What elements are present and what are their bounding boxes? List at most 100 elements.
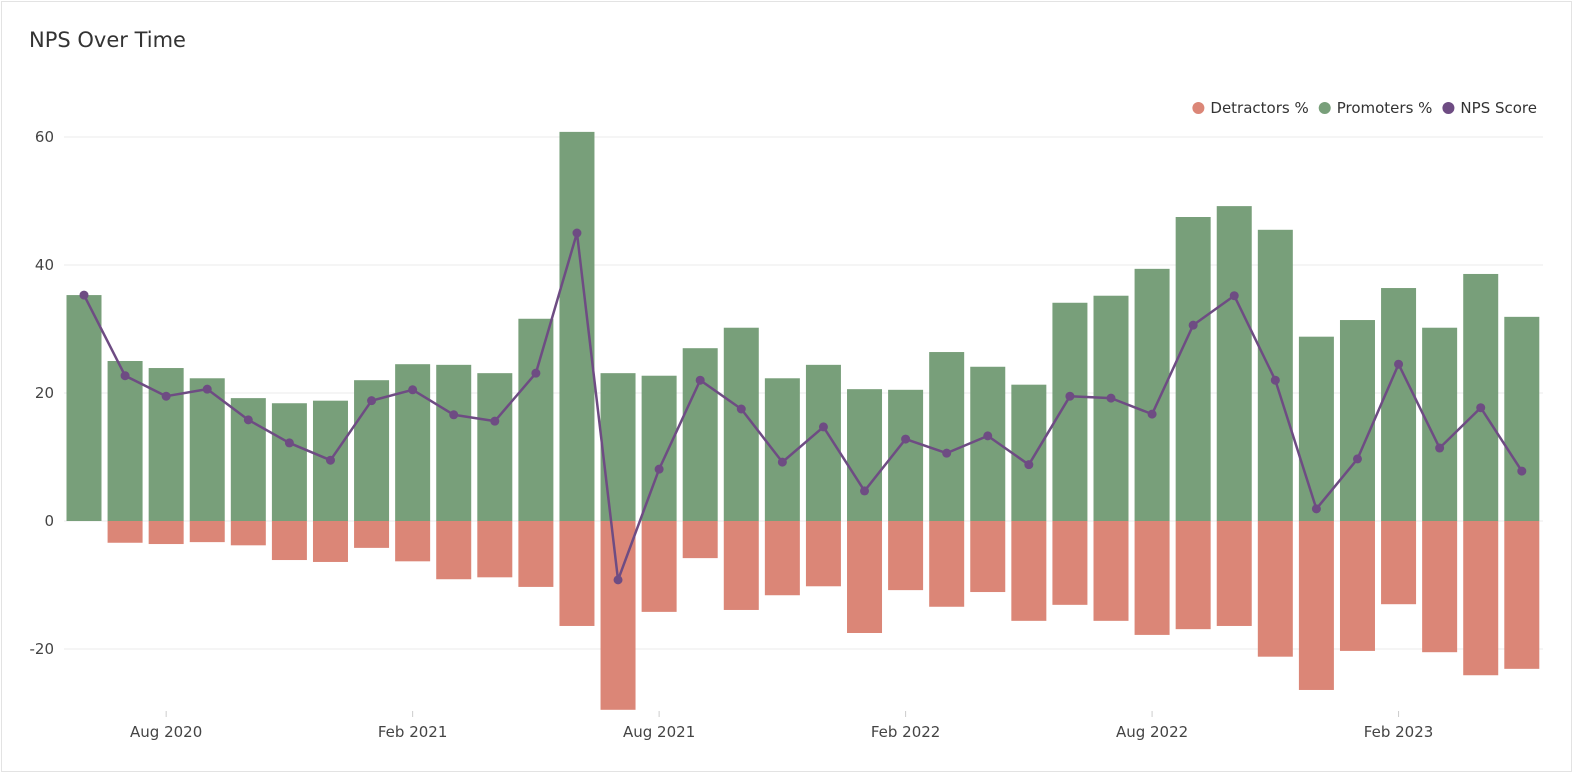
nps-score-point: [449, 410, 459, 420]
nps-score-point: [1065, 391, 1075, 401]
nps-score-point: [860, 486, 870, 496]
detractors-bar: [354, 521, 390, 548]
nps-score-line: [82, 231, 1523, 582]
detractors-bar: [312, 521, 348, 562]
detractors-bar: [395, 521, 431, 562]
detractors-bar: [436, 521, 472, 580]
promoters-bar: [107, 361, 143, 521]
nps-score-point: [1476, 403, 1486, 413]
nps-score-point: [1352, 454, 1362, 464]
nps-score-point: [942, 448, 952, 458]
detractors-bar: [1504, 521, 1540, 669]
detractors-bar: [271, 521, 307, 561]
nps-score-point: [1147, 409, 1157, 419]
detractors-bar: [1298, 521, 1334, 690]
nps-score-point: [490, 416, 500, 426]
promoters-bar: [1093, 295, 1129, 521]
nps-score-point: [531, 368, 541, 378]
x-tick-label: Feb 2023: [1364, 723, 1434, 741]
nps-score-point: [161, 391, 171, 401]
nps-score-point: [284, 438, 294, 448]
detractors-bar: [1422, 521, 1458, 653]
detractors-bar: [805, 521, 841, 587]
detractors-bar: [559, 521, 595, 626]
legend-marker-icon: [1192, 102, 1205, 114]
promoters-bar: [1381, 288, 1417, 521]
promoters-bar: [1298, 336, 1334, 521]
detractors-bar: [107, 521, 143, 543]
detractors-bar: [189, 521, 225, 543]
promoters-bar: [764, 378, 800, 521]
chart-title: NPS Over Time: [29, 28, 186, 52]
x-tick-label: Aug 2021: [623, 723, 695, 741]
detractors-bar: [230, 521, 266, 546]
x-tick-label: Aug 2020: [130, 723, 202, 741]
detractors-bar: [518, 521, 554, 587]
nps-score-point: [818, 422, 828, 432]
detractors-bar: [148, 521, 184, 545]
y-tick-label: -20: [30, 640, 55, 658]
detractors-bar: [1052, 521, 1088, 605]
nps-score-point: [736, 404, 746, 414]
legend: NPS Score Promoters % Detractors %: [1192, 99, 1537, 117]
detractors-bar: [970, 521, 1006, 593]
promoters-bar: [1011, 384, 1047, 521]
nps-score-point: [408, 385, 418, 395]
detractors-bar: [1463, 521, 1499, 676]
detractors-bar: [1093, 521, 1129, 621]
legend-marker-icon: [1442, 102, 1455, 114]
detractors-bar: [929, 521, 965, 607]
detractors-bar: [1257, 521, 1293, 657]
nps-score-point: [572, 228, 582, 238]
y-tick-label: 0: [44, 512, 54, 530]
promoters-bar: [929, 352, 965, 521]
promoters-bar: [1052, 302, 1088, 521]
promoters-bar: [1216, 206, 1252, 521]
detractors-bar: [1216, 521, 1252, 626]
promoters-bar: [66, 295, 102, 521]
x-tick-label: Aug 2022: [1116, 723, 1188, 741]
x-tick-label: Feb 2021: [378, 723, 448, 741]
nps-score-point: [1270, 375, 1280, 385]
detractors-bar: [1134, 521, 1170, 635]
nps-score-point: [1394, 359, 1404, 369]
nps-score-point: [777, 457, 787, 467]
promoters-bar: [682, 348, 718, 521]
legend-marker-icon: [1318, 102, 1331, 114]
promoters-bar: [477, 373, 513, 521]
detractors-bar: [1011, 521, 1047, 621]
promoters-bar: [1175, 217, 1211, 521]
promoters-bar: [1257, 229, 1293, 522]
promoters-bar: [805, 364, 841, 521]
y-tick-label: 60: [35, 128, 54, 146]
nps-score-point: [120, 371, 130, 381]
promoters-bar: [600, 373, 636, 521]
nps-score-point: [243, 415, 253, 425]
promoters-bar: [847, 389, 883, 521]
nps-score-point: [1188, 320, 1198, 330]
promoters-bar: [436, 364, 472, 521]
promoters-bar: [271, 403, 307, 521]
detractors-bar: [847, 521, 883, 633]
nps-score-point: [367, 396, 377, 406]
detractors-bar: [600, 521, 636, 710]
nps-score-point: [983, 431, 993, 441]
nps-score-point: [79, 290, 89, 300]
detractors-bar: [888, 521, 924, 591]
promoters-bar: [189, 378, 225, 521]
x-tick-label: Feb 2022: [871, 723, 941, 741]
nps-score-point: [613, 575, 623, 585]
promoters-bar: [1134, 268, 1170, 521]
y-tick-label: 20: [35, 384, 54, 402]
promoters-bar: [518, 318, 554, 521]
nps-score-point: [202, 384, 212, 394]
nps-score-point: [1435, 443, 1445, 453]
nps-score-point: [1106, 393, 1116, 403]
legend-label: Promoters %: [1337, 99, 1433, 117]
nps-score-point: [1517, 466, 1527, 476]
nps-score-point: [901, 434, 911, 444]
nps-score-point: [1024, 460, 1034, 470]
detractors-bar: [477, 521, 513, 578]
